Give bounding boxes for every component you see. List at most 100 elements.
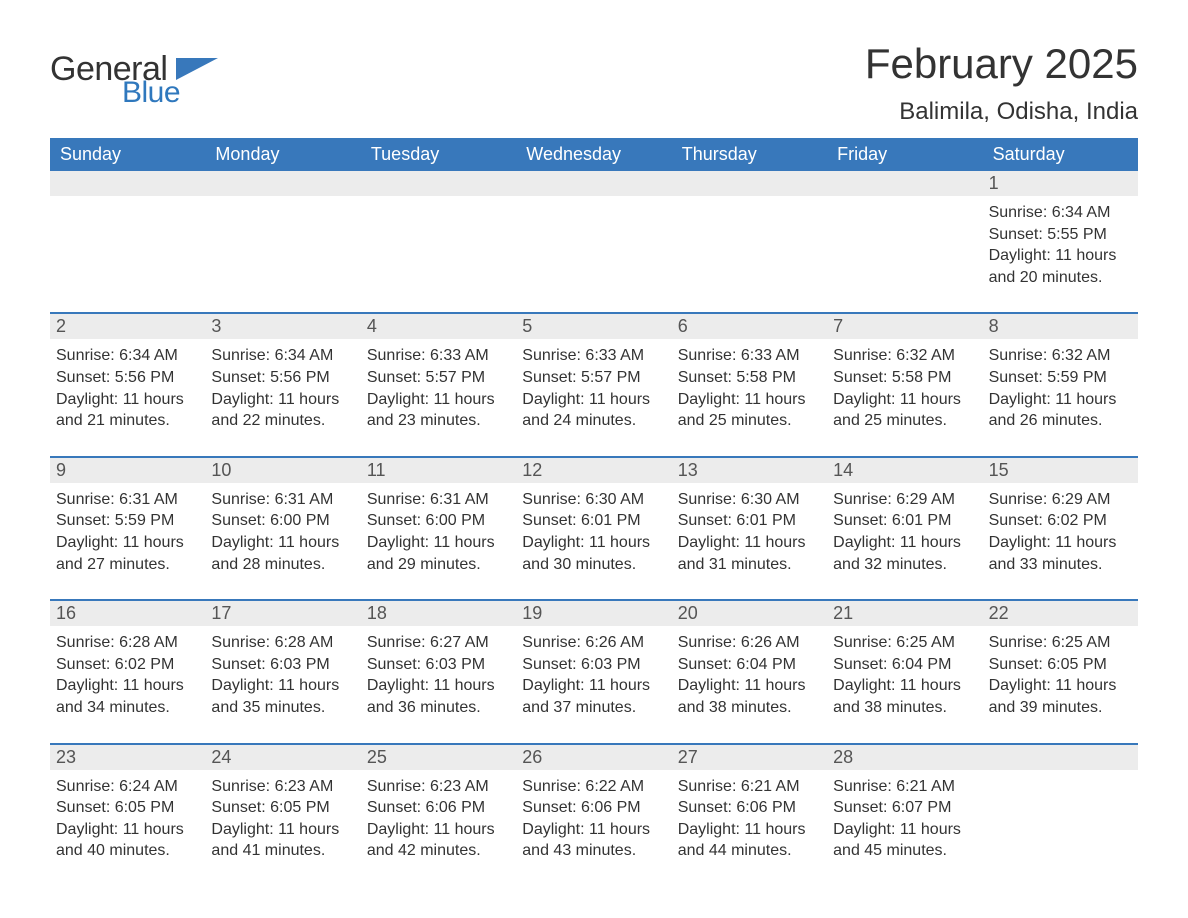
- location-subtitle: Balimila, Odisha, India: [865, 98, 1138, 126]
- flag-icon: [176, 52, 218, 86]
- sunrise-text: Sunrise: 6:33 AM: [367, 345, 510, 367]
- daycontent-row: Sunrise: 6:31 AMSunset: 5:59 PMDaylight:…: [50, 483, 1138, 589]
- sunrise-text: Sunrise: 6:33 AM: [678, 345, 821, 367]
- sunset-text: Sunset: 6:05 PM: [211, 797, 354, 819]
- daylight-text: Daylight: 11 hours and 44 minutes.: [678, 819, 821, 862]
- sunset-text: Sunset: 5:59 PM: [989, 367, 1132, 389]
- daycontent-row: Sunrise: 6:28 AMSunset: 6:02 PMDaylight:…: [50, 626, 1138, 732]
- dow-header-row: Sunday Monday Tuesday Wednesday Thursday…: [50, 138, 1138, 171]
- daynum-band: 9101112131415: [50, 458, 1138, 483]
- sunrise-text: Sunrise: 6:25 AM: [989, 632, 1132, 654]
- daylight-text: Daylight: 11 hours and 24 minutes.: [522, 389, 665, 432]
- day-cell: Sunrise: 6:31 AMSunset: 6:00 PMDaylight:…: [205, 483, 360, 589]
- daylight-text: Daylight: 11 hours and 33 minutes.: [989, 532, 1132, 575]
- dow-wednesday: Wednesday: [516, 138, 671, 171]
- calendar-week: 16171819202122Sunrise: 6:28 AMSunset: 6:…: [50, 599, 1138, 732]
- day-number: [361, 171, 516, 196]
- daylight-text: Daylight: 11 hours and 32 minutes.: [833, 532, 976, 575]
- dow-sunday: Sunday: [50, 138, 205, 171]
- day-cell: Sunrise: 6:34 AMSunset: 5:55 PMDaylight:…: [983, 196, 1138, 302]
- dow-monday: Monday: [205, 138, 360, 171]
- sunset-text: Sunset: 5:58 PM: [678, 367, 821, 389]
- sunrise-text: Sunrise: 6:25 AM: [833, 632, 976, 654]
- sunset-text: Sunset: 6:03 PM: [522, 654, 665, 676]
- day-cell: Sunrise: 6:25 AMSunset: 6:05 PMDaylight:…: [983, 626, 1138, 732]
- daylight-text: Daylight: 11 hours and 35 minutes.: [211, 675, 354, 718]
- daylight-text: Daylight: 11 hours and 38 minutes.: [678, 675, 821, 718]
- day-number: [205, 171, 360, 196]
- calendar-week: 2345678Sunrise: 6:34 AMSunset: 5:56 PMDa…: [50, 312, 1138, 445]
- daynum-band: 16171819202122: [50, 601, 1138, 626]
- day-cell: Sunrise: 6:30 AMSunset: 6:01 PMDaylight:…: [516, 483, 671, 589]
- weeks-container: 1Sunrise: 6:34 AMSunset: 5:55 PMDaylight…: [50, 171, 1138, 876]
- day-cell: Sunrise: 6:29 AMSunset: 6:01 PMDaylight:…: [827, 483, 982, 589]
- sunset-text: Sunset: 6:01 PM: [678, 510, 821, 532]
- day-number: 21: [827, 601, 982, 626]
- day-number: 9: [50, 458, 205, 483]
- dow-tuesday: Tuesday: [361, 138, 516, 171]
- sunrise-text: Sunrise: 6:23 AM: [367, 776, 510, 798]
- day-number: 22: [983, 601, 1138, 626]
- dow-thursday: Thursday: [672, 138, 827, 171]
- daylight-text: Daylight: 11 hours and 20 minutes.: [989, 245, 1132, 288]
- daylight-text: Daylight: 11 hours and 38 minutes.: [833, 675, 976, 718]
- daylight-text: Daylight: 11 hours and 28 minutes.: [211, 532, 354, 575]
- sunrise-text: Sunrise: 6:21 AM: [833, 776, 976, 798]
- daynum-band: 232425262728: [50, 745, 1138, 770]
- day-cell: [516, 196, 671, 302]
- calendar: Sunday Monday Tuesday Wednesday Thursday…: [50, 138, 1138, 876]
- day-number: 1: [983, 171, 1138, 196]
- day-number: 2: [50, 314, 205, 339]
- day-cell: Sunrise: 6:33 AMSunset: 5:57 PMDaylight:…: [361, 339, 516, 445]
- calendar-week: 1Sunrise: 6:34 AMSunset: 5:55 PMDaylight…: [50, 171, 1138, 302]
- day-cell: Sunrise: 6:32 AMSunset: 5:59 PMDaylight:…: [983, 339, 1138, 445]
- sunset-text: Sunset: 6:00 PM: [211, 510, 354, 532]
- sunset-text: Sunset: 6:03 PM: [367, 654, 510, 676]
- daylight-text: Daylight: 11 hours and 21 minutes.: [56, 389, 199, 432]
- day-cell: Sunrise: 6:33 AMSunset: 5:57 PMDaylight:…: [516, 339, 671, 445]
- day-number: 25: [361, 745, 516, 770]
- day-cell: Sunrise: 6:26 AMSunset: 6:03 PMDaylight:…: [516, 626, 671, 732]
- sunrise-text: Sunrise: 6:22 AM: [522, 776, 665, 798]
- sunset-text: Sunset: 6:02 PM: [56, 654, 199, 676]
- sunrise-text: Sunrise: 6:34 AM: [989, 202, 1132, 224]
- day-number: 24: [205, 745, 360, 770]
- daylight-text: Daylight: 11 hours and 23 minutes.: [367, 389, 510, 432]
- sunset-text: Sunset: 5:56 PM: [56, 367, 199, 389]
- day-cell: Sunrise: 6:25 AMSunset: 6:04 PMDaylight:…: [827, 626, 982, 732]
- sunset-text: Sunset: 5:57 PM: [367, 367, 510, 389]
- sunrise-text: Sunrise: 6:33 AM: [522, 345, 665, 367]
- daylight-text: Daylight: 11 hours and 29 minutes.: [367, 532, 510, 575]
- daylight-text: Daylight: 11 hours and 36 minutes.: [367, 675, 510, 718]
- calendar-week: 232425262728Sunrise: 6:24 AMSunset: 6:05…: [50, 743, 1138, 876]
- day-number: 19: [516, 601, 671, 626]
- daynum-band: 2345678: [50, 314, 1138, 339]
- day-cell: Sunrise: 6:30 AMSunset: 6:01 PMDaylight:…: [672, 483, 827, 589]
- daylight-text: Daylight: 11 hours and 22 minutes.: [211, 389, 354, 432]
- daylight-text: Daylight: 11 hours and 45 minutes.: [833, 819, 976, 862]
- daylight-text: Daylight: 11 hours and 42 minutes.: [367, 819, 510, 862]
- day-number: 16: [50, 601, 205, 626]
- sunrise-text: Sunrise: 6:21 AM: [678, 776, 821, 798]
- sunrise-text: Sunrise: 6:31 AM: [56, 489, 199, 511]
- day-number: [983, 745, 1138, 770]
- day-number: 14: [827, 458, 982, 483]
- day-cell: Sunrise: 6:26 AMSunset: 6:04 PMDaylight:…: [672, 626, 827, 732]
- daylight-text: Daylight: 11 hours and 26 minutes.: [989, 389, 1132, 432]
- brand-text: General Blue: [50, 52, 218, 108]
- sunrise-text: Sunrise: 6:31 AM: [367, 489, 510, 511]
- sunrise-text: Sunrise: 6:30 AM: [522, 489, 665, 511]
- day-number: 6: [672, 314, 827, 339]
- sunrise-text: Sunrise: 6:32 AM: [989, 345, 1132, 367]
- daylight-text: Daylight: 11 hours and 41 minutes.: [211, 819, 354, 862]
- sunset-text: Sunset: 5:58 PM: [833, 367, 976, 389]
- calendar-week: 9101112131415Sunrise: 6:31 AMSunset: 5:5…: [50, 456, 1138, 589]
- day-number: 23: [50, 745, 205, 770]
- day-cell: Sunrise: 6:34 AMSunset: 5:56 PMDaylight:…: [50, 339, 205, 445]
- day-cell: Sunrise: 6:31 AMSunset: 5:59 PMDaylight:…: [50, 483, 205, 589]
- daycontent-row: Sunrise: 6:34 AMSunset: 5:56 PMDaylight:…: [50, 339, 1138, 445]
- sunrise-text: Sunrise: 6:26 AM: [678, 632, 821, 654]
- day-cell: [827, 196, 982, 302]
- day-cell: Sunrise: 6:23 AMSunset: 6:06 PMDaylight:…: [361, 770, 516, 876]
- sunset-text: Sunset: 5:55 PM: [989, 224, 1132, 246]
